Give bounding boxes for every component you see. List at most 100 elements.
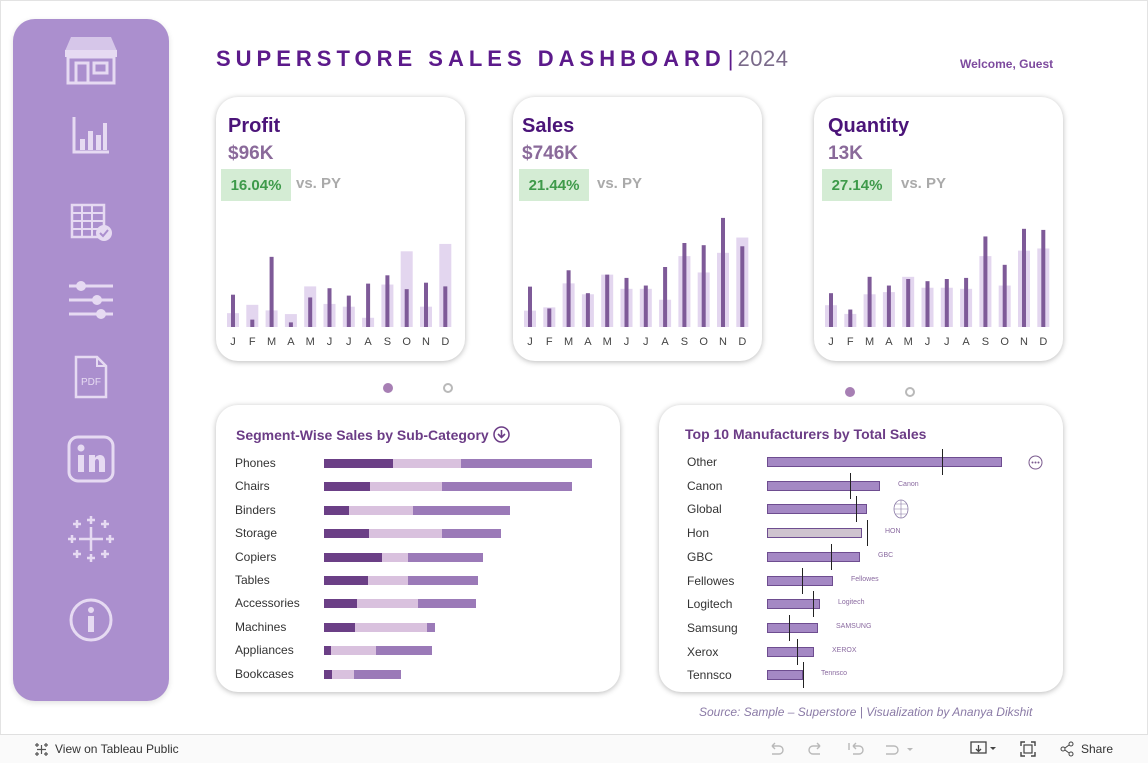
current-year-bar[interactable] [983, 236, 988, 327]
revert-icon[interactable] [848, 735, 864, 763]
info-icon[interactable] [63, 592, 119, 648]
segment-bar[interactable] [382, 552, 408, 562]
current-year-bar[interactable] [404, 289, 409, 327]
current-year-bar[interactable] [327, 288, 332, 327]
more-icon[interactable] [1028, 455, 1043, 470]
current-year-bar[interactable] [566, 270, 571, 327]
manufacturer-bar[interactable] [767, 504, 867, 515]
linkedin-icon[interactable] [63, 431, 119, 487]
fullscreen-icon[interactable] [1020, 735, 1036, 763]
segment-bar[interactable] [442, 482, 572, 492]
bar-chart-icon[interactable] [63, 107, 119, 163]
current-year-bar[interactable] [906, 279, 911, 327]
undo-icon[interactable] [768, 735, 784, 763]
segment-bar[interactable] [370, 482, 442, 492]
view-on-tableau-button[interactable]: View on Tableau Public [34, 735, 179, 763]
manufacturer-bar[interactable] [767, 646, 814, 657]
manufacturer-bar[interactable] [767, 528, 862, 539]
current-year-bar[interactable] [547, 308, 552, 327]
page-dot[interactable] [443, 383, 453, 393]
current-year-bar[interactable] [288, 322, 293, 327]
prior-year-bar[interactable] [400, 251, 413, 327]
manufacturer-bar[interactable] [767, 670, 803, 681]
segment-bar[interactable] [418, 599, 476, 609]
segment-bar[interactable] [408, 552, 483, 562]
download-icon[interactable] [970, 735, 998, 763]
current-year-bar[interactable] [740, 246, 745, 327]
segment-bar[interactable] [442, 529, 501, 539]
segment-bar[interactable] [324, 459, 393, 468]
pdf-icon[interactable]: PDF [63, 349, 119, 405]
segment-bar[interactable] [413, 505, 510, 515]
segment-bar[interactable] [368, 576, 408, 585]
current-year-bar[interactable] [925, 281, 930, 327]
share-button[interactable]: Share [1059, 735, 1113, 763]
segment-bar[interactable] [331, 646, 376, 656]
manufacturer-bar[interactable] [767, 622, 818, 633]
current-year-bar[interactable] [250, 319, 255, 327]
current-year-bar[interactable] [1022, 228, 1026, 327]
prior-year-bar[interactable] [246, 304, 259, 327]
segment-bar[interactable] [355, 622, 427, 632]
manufacturer-bar[interactable] [767, 599, 820, 610]
current-year-bar[interactable] [944, 279, 949, 327]
page-dot-active[interactable] [845, 387, 855, 397]
prior-year-bar[interactable] [439, 243, 452, 327]
segment-bar[interactable] [324, 669, 332, 679]
current-year-bar[interactable] [886, 285, 891, 327]
current-year-bar[interactable] [1041, 229, 1046, 327]
segment-bar[interactable] [357, 599, 418, 609]
segment-bar[interactable] [354, 669, 401, 679]
current-year-bar[interactable] [624, 277, 629, 327]
current-year-bar[interactable] [528, 286, 532, 327]
current-year-bar[interactable] [585, 293, 590, 327]
segment-bar[interactable] [324, 576, 368, 585]
current-year-bar[interactable] [682, 243, 687, 327]
segment-bar[interactable] [393, 459, 461, 468]
current-year-bar[interactable] [867, 276, 872, 327]
current-year-bar[interactable] [385, 275, 390, 327]
segment-bar[interactable] [324, 482, 370, 492]
segment-bar[interactable] [324, 599, 357, 609]
segment-bar[interactable] [427, 622, 435, 632]
current-year-bar[interactable] [366, 283, 371, 327]
segment-bar[interactable] [332, 669, 354, 679]
current-year-bar[interactable] [443, 286, 448, 327]
segment-bar[interactable] [324, 646, 331, 656]
segment-bar[interactable] [369, 529, 442, 539]
filter-sliders-icon[interactable] [63, 272, 119, 328]
current-year-bar[interactable] [424, 282, 428, 327]
manufacturer-bar[interactable] [767, 480, 880, 491]
manufacturer-bar[interactable] [767, 575, 833, 586]
current-year-bar[interactable] [346, 295, 351, 327]
download-circle-icon[interactable] [492, 426, 510, 443]
current-year-bar[interactable] [269, 256, 274, 327]
current-year-bar[interactable] [643, 285, 648, 327]
current-year-bar[interactable] [721, 217, 725, 327]
segment-bar[interactable] [324, 505, 349, 515]
current-year-bar[interactable] [231, 294, 235, 327]
segment-bar[interactable] [324, 552, 382, 562]
current-year-bar[interactable] [829, 293, 833, 327]
segment-bar[interactable] [349, 505, 413, 515]
manufacturer-bar[interactable] [767, 457, 1002, 467]
table-check-icon[interactable] [63, 194, 119, 250]
segment-bar[interactable] [376, 646, 432, 656]
current-year-bar[interactable] [663, 267, 668, 327]
redo-icon[interactable] [808, 735, 824, 763]
current-year-bar[interactable] [848, 309, 853, 327]
segment-bar[interactable] [408, 576, 478, 585]
store-icon[interactable] [63, 31, 119, 87]
tableau-icon[interactable] [63, 511, 119, 567]
page-dot[interactable] [905, 387, 915, 397]
current-year-bar[interactable] [964, 277, 969, 327]
segment-bar[interactable] [461, 459, 592, 468]
current-year-bar[interactable] [1002, 264, 1007, 327]
page-dot-active[interactable] [383, 383, 393, 393]
current-year-bar[interactable] [605, 274, 610, 327]
prior-year-bar[interactable] [284, 314, 297, 327]
segment-bar[interactable] [324, 529, 369, 539]
